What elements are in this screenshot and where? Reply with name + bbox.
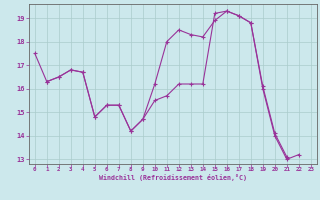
X-axis label: Windchill (Refroidissement éolien,°C): Windchill (Refroidissement éolien,°C) <box>99 174 247 181</box>
